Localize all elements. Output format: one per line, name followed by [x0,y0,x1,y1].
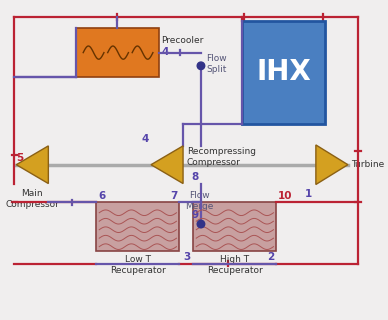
FancyBboxPatch shape [193,202,276,252]
Circle shape [197,62,205,69]
Text: IHX: IHX [256,58,311,86]
Text: 3: 3 [183,252,190,262]
Text: 2: 2 [267,252,274,262]
FancyBboxPatch shape [242,20,325,124]
Text: Main
Compressor: Main Compressor [5,189,59,209]
Text: 4: 4 [161,47,169,57]
Text: 6: 6 [98,190,106,201]
Text: Low T
Recuperator: Low T Recuperator [110,255,166,275]
Text: 10: 10 [278,190,293,201]
Text: Recompressing
Compressor: Recompressing Compressor [187,148,256,167]
Polygon shape [151,146,183,184]
Text: Precooler: Precooler [161,36,204,45]
Text: Turbine: Turbine [351,160,384,169]
Polygon shape [16,146,48,184]
Text: Flow
Split: Flow Split [206,54,227,74]
Circle shape [197,220,205,228]
Text: 1: 1 [305,188,312,199]
Text: 5: 5 [16,153,24,163]
Text: Flow
Merge: Flow Merge [185,191,213,211]
Text: 7: 7 [170,190,177,201]
Text: 8: 8 [192,172,199,182]
FancyBboxPatch shape [76,28,159,77]
FancyBboxPatch shape [96,202,179,252]
Polygon shape [316,145,348,185]
Text: High T
Recuperator: High T Recuperator [207,255,263,275]
Text: 4: 4 [142,134,149,144]
Text: 9: 9 [192,210,199,220]
